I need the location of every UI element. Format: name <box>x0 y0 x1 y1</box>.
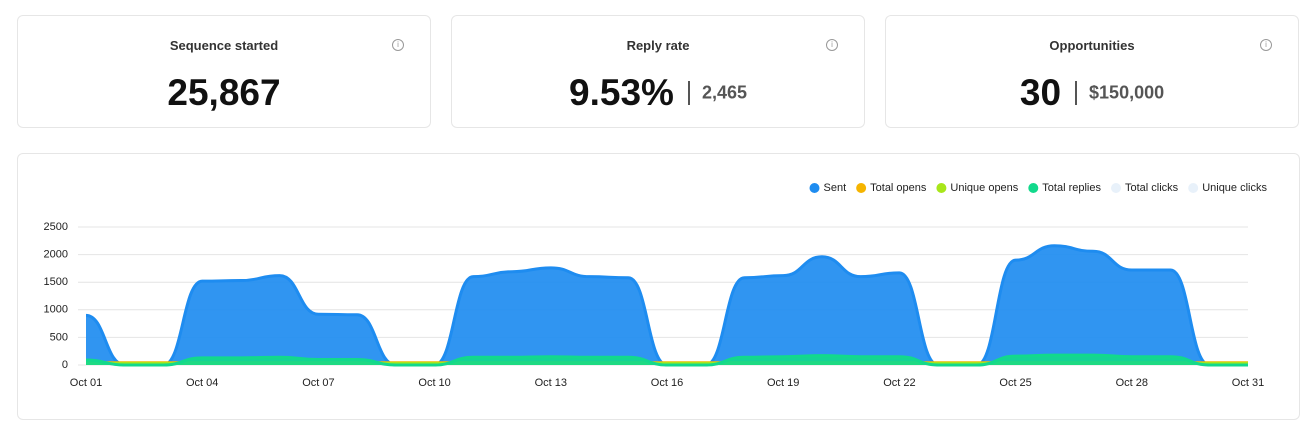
x-tick-label: Oct 22 <box>883 377 915 389</box>
x-tick-label: Oct 04 <box>186 377 218 389</box>
legend-label: Sent <box>824 182 847 194</box>
card-title: Sequence started <box>169 38 279 53</box>
x-tick-label: Oct 25 <box>999 377 1031 389</box>
chart-card <box>17 153 1300 420</box>
card-secondary: 2,465 <box>701 82 747 103</box>
card-value: 30 <box>1019 72 1062 113</box>
x-tick-label: Oct 19 <box>767 377 799 389</box>
y-tick-label: 2000 <box>44 249 68 261</box>
info-icon[interactable]: i <box>392 39 404 51</box>
card-value: 9.53% <box>569 72 674 113</box>
y-tick-label: 1500 <box>44 276 68 288</box>
y-tick-label: 0 <box>62 359 68 371</box>
legend-label: Unique clicks <box>1202 182 1267 194</box>
legend-label: Total clicks <box>1125 182 1179 194</box>
legend-swatch <box>1028 183 1039 193</box>
legend-label: Total replies <box>1042 182 1101 194</box>
legend-swatch <box>856 183 867 193</box>
y-tick-label: 2500 <box>44 221 68 233</box>
card-value: 25,867 <box>167 72 281 113</box>
legend-swatch <box>1111 183 1121 193</box>
card-secondary: $150,000 <box>1089 82 1165 103</box>
separator <box>687 81 690 105</box>
card-title: Opportunities <box>1049 38 1135 53</box>
legend-label: Total opens <box>870 182 927 194</box>
area-line <box>85 353 1248 367</box>
y-tick-label: 1000 <box>44 304 68 316</box>
x-tick-label: Oct 28 <box>1116 377 1148 389</box>
info-icon[interactable]: i <box>1260 39 1272 51</box>
x-tick-label: Oct 01 <box>70 377 102 389</box>
legend-swatch <box>1188 183 1199 193</box>
x-tick-label: Oct 07 <box>302 377 334 389</box>
card-value-row: 25,867 <box>18 72 430 114</box>
x-tick-label: Oct 16 <box>651 377 683 389</box>
x-tick-label: Oct 10 <box>418 377 450 389</box>
legend-swatch <box>809 183 820 193</box>
x-tick-label: Oct 13 <box>535 377 567 389</box>
area <box>86 245 1248 365</box>
kpi-card: Sequence started i 25,867 <box>17 15 431 128</box>
info-icon[interactable]: i <box>826 39 838 51</box>
kpi-card: Reply rate i 9.53% 2,465 <box>451 15 865 128</box>
legend-swatch <box>936 183 947 193</box>
y-tick-label: 500 <box>50 331 68 343</box>
separator <box>1075 81 1078 105</box>
card-value-row: 9.53% 2,465 <box>452 72 864 114</box>
legend-label: Unique opens <box>950 182 1018 194</box>
x-tick-label: Oct 31 <box>1232 377 1264 389</box>
kpi-card: Opportunities i 30 $150,000 <box>885 15 1299 128</box>
card-value-row: 30 $150,000 <box>886 72 1298 114</box>
card-title: Reply rate <box>626 38 690 53</box>
